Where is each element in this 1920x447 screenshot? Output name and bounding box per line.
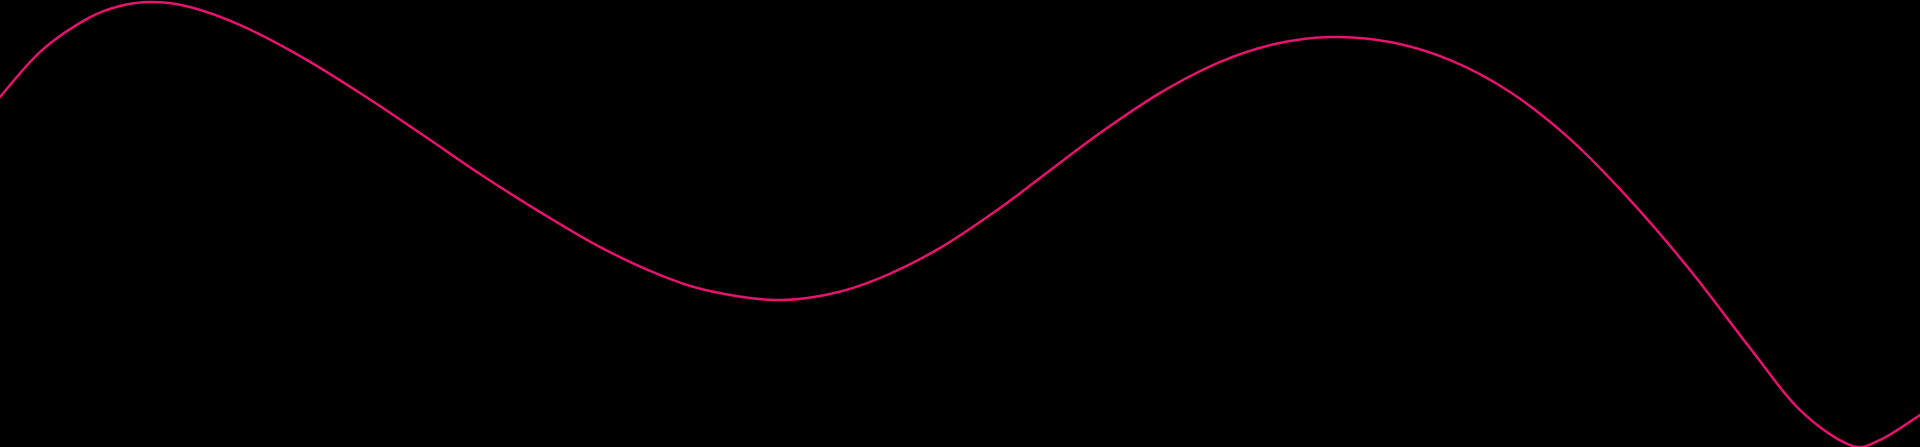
waveform-chart [0,0,1920,447]
series-group [0,0,1920,447]
waveform-line [0,0,1920,447]
chart-canvas [0,0,1920,447]
chart-background [0,0,1920,447]
